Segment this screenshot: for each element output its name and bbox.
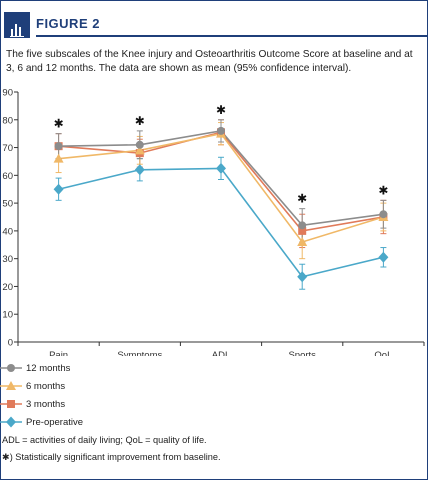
y-tick-label: 60 [2,171,13,182]
line-chart: 0 10 20 30 40 50 60 70 80 90 Pain Symptoms ADL Sports… [2,88,425,356]
bar-chart-icon [4,12,30,38]
figure-label: FIGURE 2 [36,16,100,31]
data-point [134,164,145,176]
data-point [379,210,388,219]
data-point [298,221,307,230]
y-tick-label: 10 [2,310,13,321]
abbreviation-footnote: ADL = activities of daily living; QoL = … [2,435,207,445]
significance-footnote: ✱) Statistically significant improvement… [2,452,221,462]
data-point [53,183,64,195]
legend-item: 12 months [0,360,70,376]
legend-swatch [0,400,22,408]
data-point [217,126,225,135]
significance-marker: ✱ [135,114,145,128]
header-rule [36,35,428,37]
x-tick-label: Pain [49,350,68,356]
y-tick-label: 30 [2,254,13,265]
legend-label: 12 months [26,362,71,374]
data-point [298,226,307,235]
significance-marker: ✱ [378,183,388,197]
data-point [378,251,389,263]
y-tick-label: 50 [2,199,13,210]
x-tick-label: ADL [212,350,230,356]
y-tick-label: 70 [2,143,13,154]
x-tick-label: Sports [288,350,316,356]
y-tick-label: 0 [8,338,13,349]
data-point [135,140,144,149]
legend-label: Pre-operative [26,416,84,428]
data-point [297,237,308,246]
legend-label: 6 months [26,380,66,392]
data-point [134,145,145,155]
significance-marker: ✱ [216,103,226,117]
significance-marker: ✱ [297,192,307,206]
legend-item: 3 months [0,396,65,412]
series-line [58,131,384,232]
x-tick-label: QoL [374,350,392,356]
legend-item: Pre-operative [0,414,83,430]
y-tick-label: 20 [2,282,13,293]
y-tick-label: 40 [2,226,13,237]
data-point [297,271,308,283]
legend-swatch [0,416,22,428]
legend-swatch [0,364,22,372]
legend-swatch [0,381,22,390]
significance-marker: ✱ [54,117,64,131]
y-tick-label: 80 [2,115,13,126]
x-tick-label: Symptoms [117,350,162,356]
y-tick-label: 90 [2,88,13,99]
figure-caption: The five subscales of the Knee injury an… [6,49,413,74]
series-line [58,167,384,278]
figure-header: FIGURE 2 [0,12,428,38]
data-point [54,142,63,151]
data-point [53,153,64,163]
data-point [216,162,226,174]
legend-item: 6 months [0,378,65,394]
legend-label: 3 months [26,398,66,410]
